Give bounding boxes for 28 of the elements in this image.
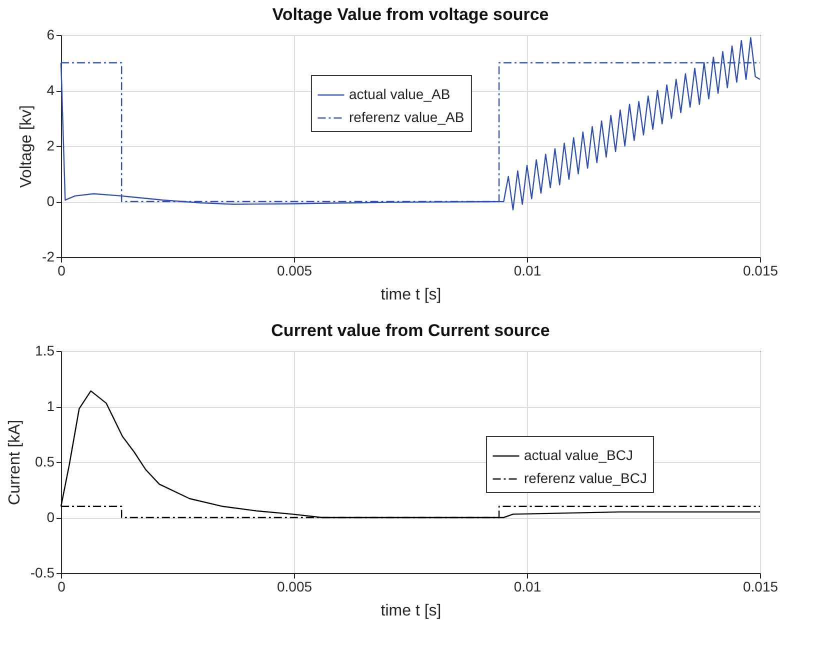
- y-tick-label: 0.5: [35, 454, 55, 470]
- legend-label: actual value_BCJ: [524, 447, 633, 463]
- x-tick-label: 0.005: [276, 578, 312, 594]
- legend-label: actual value_AB: [349, 86, 450, 102]
- x-tick-label: 0.015: [742, 262, 778, 278]
- chart-title: Voltage Value from voltage source: [272, 5, 549, 24]
- legend-label: referenz value_AB: [349, 109, 464, 125]
- y-tick-label: 1.5: [35, 342, 55, 358]
- y-axis-title: Current [kA]: [6, 420, 24, 506]
- x-tick-label: 0.015: [742, 578, 778, 594]
- y-tick-label: 0: [46, 509, 55, 525]
- x-axis-title: time t [s]: [380, 602, 442, 620]
- y-tick-label: 6: [46, 26, 55, 42]
- chart-title: Current value from Current source: [271, 321, 550, 340]
- x-tick-label: 0.005: [276, 262, 312, 278]
- y-tick-label: 4: [46, 82, 55, 98]
- y-tick-label: 1: [46, 398, 55, 414]
- y-tick-label: -0.5: [30, 564, 55, 580]
- x-tick-label: 0.01: [514, 262, 542, 278]
- x-tick-label: 0: [58, 578, 66, 594]
- y-tick-label: -2: [42, 248, 55, 264]
- legend-label: referenz value_BCJ: [524, 470, 647, 486]
- x-tick-label: 0: [58, 262, 66, 278]
- x-axis-title: time t [s]: [380, 286, 442, 304]
- y-axis-title: Voltage [kv]: [18, 105, 36, 188]
- y-tick-label: 2: [46, 138, 55, 154]
- x-tick-label: 0.01: [514, 578, 542, 594]
- y-tick-label: 0: [46, 193, 55, 209]
